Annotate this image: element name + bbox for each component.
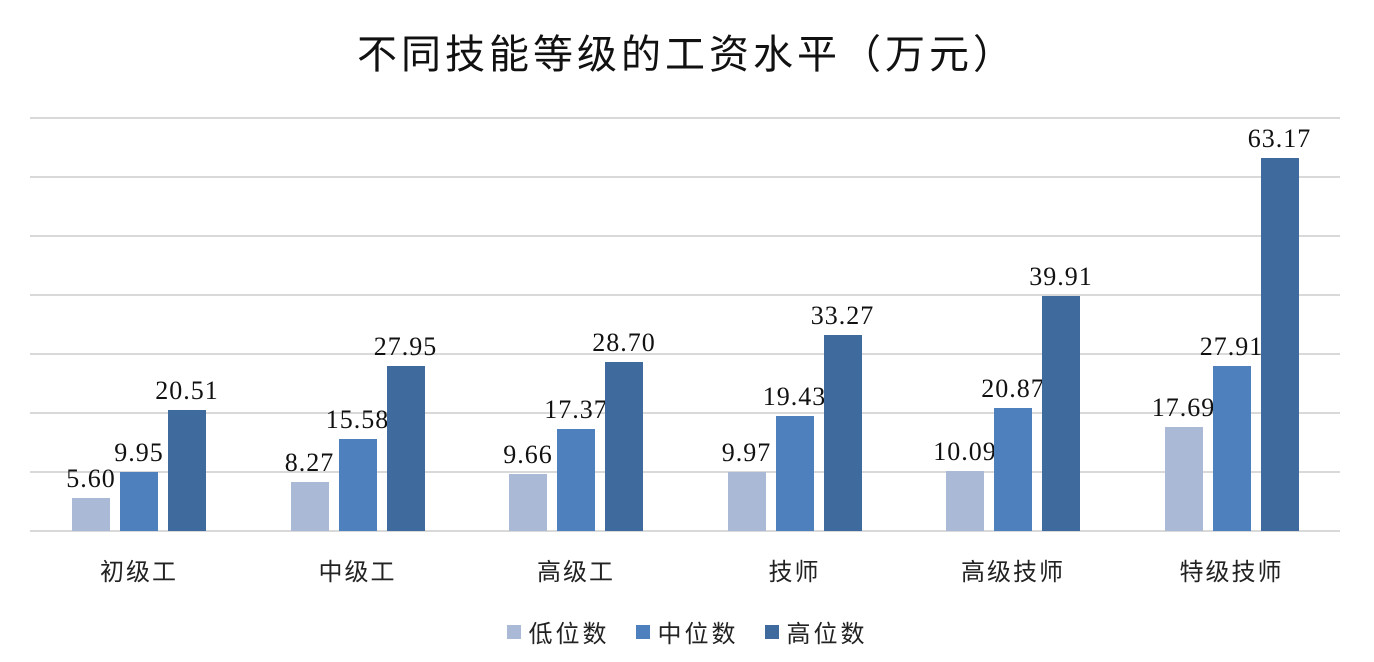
data-label: 20.51 — [155, 375, 219, 405]
gridline — [30, 353, 1340, 355]
category-label: 中级工 — [318, 558, 397, 586]
category-label: 技师 — [768, 558, 821, 586]
data-label: 9.66 — [503, 440, 553, 469]
gridline — [30, 117, 1340, 119]
bar-高位数 — [1260, 158, 1299, 531]
chart-title: 不同技能等级的工资水平（万元） — [357, 32, 1017, 78]
category-label: 特级技师 — [1179, 558, 1284, 586]
bar-中位数 — [557, 428, 595, 531]
data-label: 39.91 — [1029, 261, 1093, 291]
data-label: 33.27 — [810, 300, 875, 330]
x-axis-baseline — [30, 530, 1340, 532]
data-label: 8.27 — [284, 448, 335, 478]
data-label: 9.95 — [114, 438, 164, 468]
legend-item[interactable]: 中位数 — [635, 614, 739, 649]
category-label: 高级工 — [537, 558, 615, 586]
bar-高位数 — [168, 409, 206, 531]
category-label: 初级工 — [100, 558, 178, 586]
bar-低位数 — [1164, 426, 1203, 531]
bar-高位数 — [823, 334, 862, 531]
bar-低位数 — [72, 497, 110, 531]
data-label: 63.17 — [1247, 124, 1312, 154]
data-label: 28.70 — [592, 327, 656, 357]
data-label: 27.95 — [373, 332, 438, 362]
data-label: 15.58 — [325, 405, 390, 435]
bar-低位数 — [946, 471, 984, 531]
bar-中位数 — [338, 439, 377, 531]
bar-中位数 — [120, 472, 158, 531]
data-label: 5.60 — [66, 463, 116, 493]
bar-中位数 — [775, 416, 814, 531]
data-label: 17.69 — [1151, 392, 1216, 422]
legend-swatch-icon — [764, 624, 779, 639]
gridline — [30, 176, 1340, 178]
data-label: 20.87 — [981, 373, 1045, 403]
legend-swatch-icon — [506, 624, 521, 639]
data-label: 10.09 — [933, 437, 997, 467]
bar-中位数 — [1212, 366, 1251, 531]
bar-低位数 — [509, 474, 547, 531]
bar-中位数 — [994, 407, 1032, 531]
bar-高位数 — [1042, 295, 1080, 531]
gridline — [30, 471, 1340, 473]
legend-item[interactable]: 低位数 — [506, 614, 610, 649]
gridline — [30, 294, 1340, 296]
bar-高位数 — [386, 366, 425, 531]
bar-低位数 — [727, 472, 766, 531]
bar-高位数 — [605, 361, 643, 531]
legend-label: 高位数 — [786, 620, 868, 648]
gridline — [30, 235, 1340, 237]
gridline — [30, 412, 1340, 414]
legend: 低位数 中位数 高位数 — [0, 614, 1374, 649]
data-label: 9.97 — [721, 438, 772, 468]
legend-label: 中位数 — [657, 620, 739, 648]
legend-label: 低位数 — [528, 620, 610, 648]
legend-item[interactable]: 高位数 — [764, 614, 868, 649]
data-label: 19.43 — [762, 382, 827, 412]
legend-swatch-icon — [635, 624, 650, 639]
category-label: 高级技师 — [961, 558, 1065, 586]
data-label: 17.37 — [544, 394, 608, 424]
data-label: 27.91 — [1199, 332, 1264, 362]
bar-低位数 — [290, 482, 329, 531]
